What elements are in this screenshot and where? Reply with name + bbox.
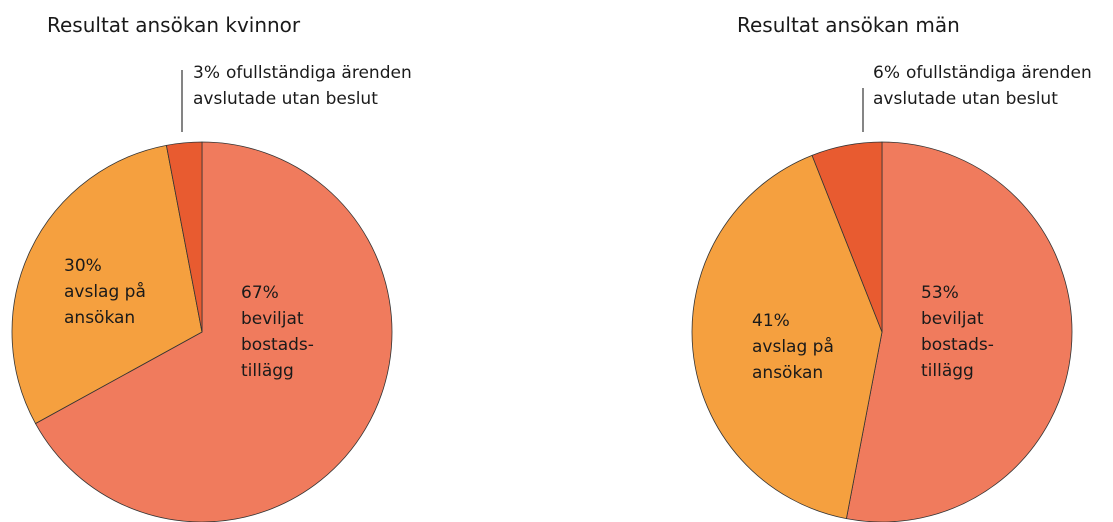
category-label: beviljat bostads-tillägg — [241, 309, 314, 381]
chart-title: Resultat ansökan kvinnor — [47, 13, 301, 37]
data-label: 53% beviljat bostads-tillägg — [921, 283, 994, 381]
value-label: 6% — [873, 63, 900, 83]
pie-slice — [845, 141, 1073, 522]
pie-slice — [811, 141, 883, 333]
pie-slice — [11, 144, 203, 425]
label-line: ansökan — [64, 308, 135, 328]
label-line: bostads- — [241, 335, 314, 355]
value-label: 53% — [921, 283, 959, 303]
category-label: beviljat bostads-tillägg — [921, 309, 994, 381]
label-line: avslutade utan beslut — [873, 89, 1058, 109]
category-label: avslag på ansökan — [752, 336, 834, 383]
label-line: avslag på — [64, 281, 146, 302]
pie-slice — [691, 154, 883, 520]
category-label: ofullständiga ärenden avslutade utan besl… — [193, 63, 412, 109]
label-line: ofullständiga ärenden — [226, 63, 412, 83]
label-line: ofullständiga ärenden — [906, 63, 1092, 83]
label-line: beviljat — [241, 309, 304, 329]
data-label: 3% ofullständiga ärenden avslutade utan be… — [193, 63, 412, 109]
data-label: 6% ofullständiga ärenden avslutade utan be… — [873, 63, 1092, 109]
value-label: 67% — [241, 283, 279, 303]
value-label: 3% — [193, 63, 220, 83]
category-label: avslag på ansökan — [64, 281, 146, 328]
data-label: 41% avslag på ansökan — [752, 311, 834, 383]
pie-slice — [34, 141, 393, 522]
pie-slice — [165, 141, 203, 333]
value-label: 30% — [64, 256, 102, 276]
value-label: 41% — [752, 311, 790, 331]
label-line: bostads- — [921, 335, 994, 355]
data-label: 67% beviljat bostads-tillägg — [241, 283, 314, 381]
label-line: avslag på — [752, 336, 834, 357]
chart-title: Resultat ansökan män — [737, 13, 960, 37]
label-line: tillägg — [921, 361, 974, 381]
category-label: ofullständiga ärenden avslutade utan besl… — [873, 63, 1092, 109]
label-line: tillägg — [241, 361, 294, 381]
data-label: 30% avslag på ansökan — [64, 256, 146, 328]
label-line: avslutade utan beslut — [193, 89, 378, 109]
label-line: ansökan — [752, 363, 823, 383]
label-line: beviljat — [921, 309, 984, 329]
